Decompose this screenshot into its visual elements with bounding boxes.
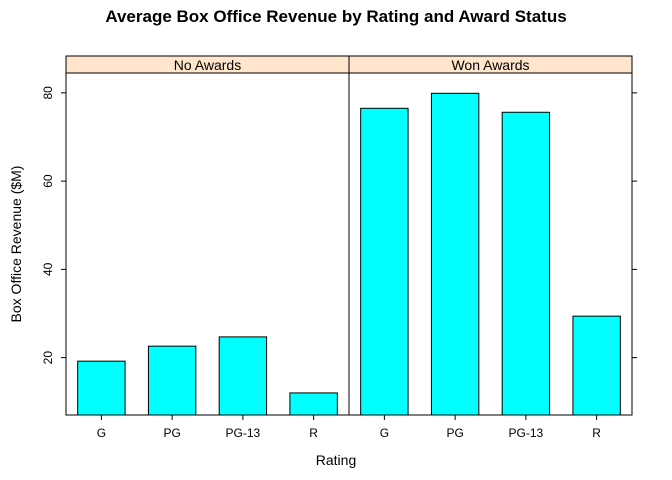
bar-pg-panel-2 (430, 92, 480, 416)
x-tick-label: G (380, 426, 389, 440)
x-tick-label: G (97, 426, 106, 440)
bar-r-panel-1 (289, 392, 338, 416)
x-tick-label: R (592, 426, 601, 440)
strip-label: Won Awards (451, 57, 529, 73)
y-axis-label: Box Office Revenue ($M) (8, 166, 24, 323)
bar-pg-panel-1 (147, 345, 197, 416)
x-tick-label: R (309, 426, 318, 440)
panel-1: No Awards G PG PG-13 R (65, 55, 350, 440)
x-tick-label: PG-13 (226, 426, 261, 440)
y-tick-label: 40 (41, 262, 55, 276)
bar-pg13-panel-1 (218, 336, 268, 416)
panels: No Awards G PG PG-13 R Won Awards G PG PG-13 R (65, 55, 633, 440)
y-tick-label: 80 (41, 86, 55, 100)
bar-r-panel-2 (572, 315, 621, 416)
bar-g-panel-2 (360, 107, 409, 416)
bar-pg13-panel-2 (501, 111, 551, 416)
bar-g-panel-1 (77, 360, 126, 416)
chart-title: Average Box Office Revenue by Rating and… (105, 7, 566, 26)
panel-2: Won Awards G PG PG-13 R (348, 55, 633, 440)
x-axis-label: Rating (316, 452, 356, 468)
strip-label: No Awards (174, 57, 241, 73)
y-tick-label: 20 (41, 351, 55, 365)
y-tick-label: 60 (41, 174, 55, 188)
panel-frame (348, 72, 633, 416)
y-axis: 20 40 60 80 (41, 86, 637, 364)
x-tick-label: PG (446, 426, 463, 440)
x-tick-label: PG (163, 426, 180, 440)
x-tick-label: PG-13 (509, 426, 544, 440)
